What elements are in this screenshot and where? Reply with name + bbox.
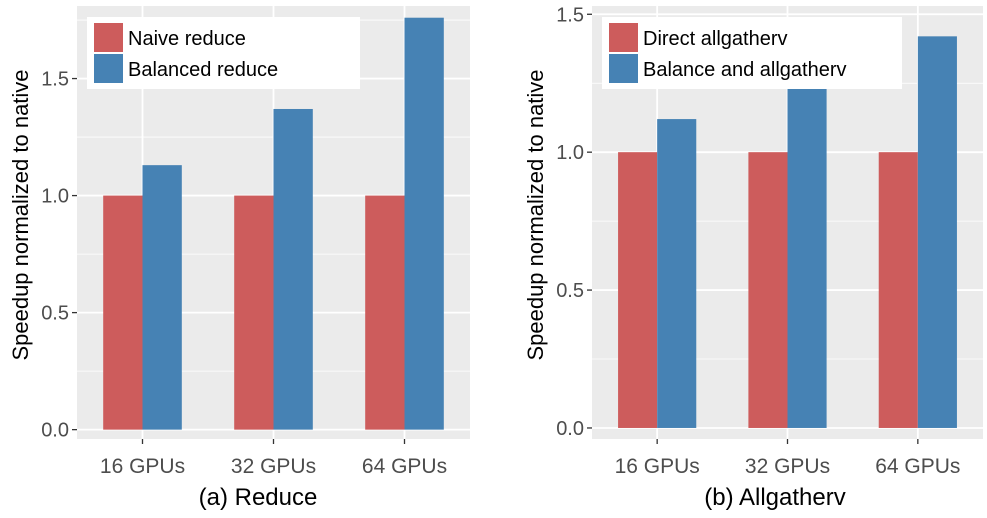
x-tick-label: 32 GPUs — [745, 455, 830, 478]
y-tick-label: 1.5 — [556, 4, 584, 26]
x-tick-label: 64 GPUs — [362, 455, 447, 478]
y-tick-label: 1.0 — [41, 186, 69, 208]
bar-naive-reduce-64-gpus — [365, 195, 405, 430]
bar-balanced-reduce-16-gpus — [142, 165, 182, 430]
legend-label: Naive reduce — [128, 28, 246, 50]
y-tick-label: 0.0 — [556, 418, 584, 440]
legend-swatch — [609, 23, 638, 52]
legend-background — [602, 17, 902, 89]
legend-label: Direct allgatherv — [643, 28, 788, 50]
bar-direct-allgatherv-64-gpus — [878, 152, 918, 428]
bar-balanced-reduce-32-gpus — [273, 108, 313, 430]
chart-panel-2: 0.0 0.5 1.0 1.5 16 GPUs 32 GPUs 64 GPUs Speedup… — [523, 4, 983, 511]
y-tick-label: 1.0 — [556, 142, 584, 164]
bar-naive-reduce-32-gpus — [234, 195, 274, 430]
bar-balance-and-allgatherv-64-gpus — [917, 36, 957, 428]
y-axis-title: Speedup normalized to native — [8, 69, 33, 360]
legend-label: Balance and allgatherv — [643, 59, 846, 81]
y-tick-label: 0.5 — [41, 303, 69, 325]
legend-background — [87, 17, 360, 89]
legend-swatch — [609, 54, 638, 83]
x-tick-label: 64 GPUs — [875, 455, 960, 478]
legend-swatch — [94, 23, 123, 52]
y-tick-label: 1.5 — [41, 69, 69, 91]
y-tick-label: 0.5 — [556, 280, 584, 302]
x-tick-label: 16 GPUs — [615, 455, 700, 478]
bar-direct-allgatherv-16-gpus — [618, 152, 658, 428]
bar-balance-and-allgatherv-32-gpus — [787, 85, 827, 428]
legend: Naive reduce Balanced reduce — [87, 17, 360, 89]
bar-naive-reduce-16-gpus — [103, 195, 143, 430]
chart-title: (a) Reduce — [199, 484, 318, 511]
chart-title: (b) Allgatherv — [704, 484, 845, 511]
chart-panel-1: 0.0 0.5 1.0 1.5 16 GPUs 32 GPUs 64 GPUs Speedup… — [8, 6, 470, 511]
x-tick-label: 16 GPUs — [100, 455, 185, 478]
y-axis-title: Speedup normalized to native — [523, 69, 548, 360]
legend-swatch — [94, 54, 123, 83]
bar-direct-allgatherv-32-gpus — [748, 152, 788, 428]
legend: Direct allgatherv Balance and allgatherv — [602, 17, 902, 89]
bar-balanced-reduce-64-gpus — [404, 17, 444, 430]
x-tick-label: 32 GPUs — [231, 455, 316, 478]
bar-balance-and-allgatherv-16-gpus — [657, 119, 697, 428]
y-tick-label: 0.0 — [41, 420, 69, 442]
legend-label: Balanced reduce — [128, 59, 278, 81]
